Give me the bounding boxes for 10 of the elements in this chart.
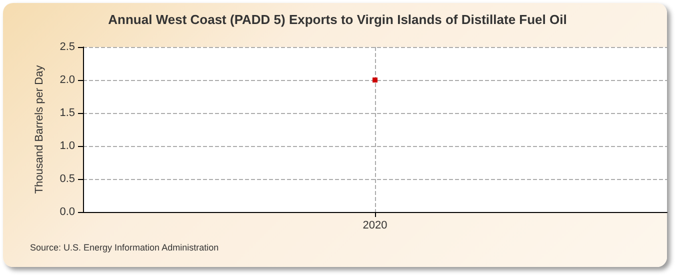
- source-note: Source: U.S. Energy Information Administration: [30, 242, 219, 252]
- y-tick-label: 0.0: [60, 206, 75, 218]
- x-tick-label: 2020: [362, 220, 388, 232]
- y-tick-label: 1.5: [60, 107, 75, 119]
- y-tick-label: 2.0: [60, 74, 75, 86]
- y-tick-label: 2.5: [60, 41, 75, 53]
- y-tick-label: 1.0: [60, 140, 75, 152]
- y-tick-label: 0.5: [60, 173, 75, 185]
- y-axis-title: Thousand Barrels per Day: [34, 64, 46, 194]
- chart-title: Annual West Coast (PADD 5) Exports to Virgin Islands of Distillate Fuel Oil: [108, 12, 567, 27]
